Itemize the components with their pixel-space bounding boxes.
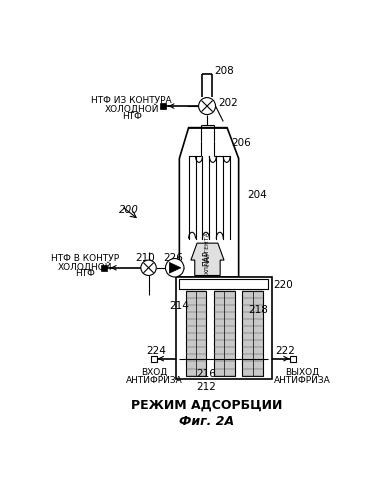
Polygon shape xyxy=(169,262,181,273)
Text: ПАР: ПАР xyxy=(202,250,211,266)
Bar xyxy=(160,103,166,109)
Text: 222: 222 xyxy=(276,346,296,356)
Bar xyxy=(185,291,206,376)
Text: 202: 202 xyxy=(218,98,238,108)
Text: 216: 216 xyxy=(196,369,216,379)
Text: ВХОД: ВХОД xyxy=(141,368,168,377)
Text: 226: 226 xyxy=(163,253,183,263)
Text: 218: 218 xyxy=(249,305,269,315)
Text: 210: 210 xyxy=(136,253,155,263)
Text: ВЫХОД: ВЫХОД xyxy=(285,368,320,377)
Text: НТФ В КОНТУР: НТФ В КОНТУР xyxy=(51,254,119,263)
Bar xyxy=(214,291,235,376)
Text: НТФ: НТФ xyxy=(76,269,95,278)
Text: 208: 208 xyxy=(214,66,234,76)
Bar xyxy=(242,291,263,376)
Text: 204: 204 xyxy=(247,190,267,200)
Text: ХОЛОДНОЙ: ХОЛОДНОЙ xyxy=(58,261,112,271)
Text: 214: 214 xyxy=(169,301,189,311)
Bar xyxy=(151,356,157,362)
Bar xyxy=(101,264,107,271)
Polygon shape xyxy=(191,243,224,275)
Circle shape xyxy=(141,260,156,275)
Bar xyxy=(290,356,296,362)
Circle shape xyxy=(199,98,215,115)
Text: РЕЖИМ АДСОРБЦИИ: РЕЖИМ АДСОРБЦИИ xyxy=(131,398,282,411)
Polygon shape xyxy=(179,128,239,277)
Text: 206: 206 xyxy=(232,138,252,148)
Text: 224: 224 xyxy=(146,346,166,356)
Text: ХОЛОДНОЙ: ХОЛОДНОЙ xyxy=(105,103,159,113)
Text: НТФ: НТФ xyxy=(122,112,141,121)
Text: АНТИФРИЗА: АНТИФРИЗА xyxy=(274,376,331,385)
Text: НТФ ИЗ КОНТУРА: НТФ ИЗ КОНТУРА xyxy=(91,96,172,105)
Text: Фиг. 2A: Фиг. 2A xyxy=(179,415,234,428)
Bar xyxy=(176,277,272,379)
Text: АНТИФРИЗА: АНТИФРИЗА xyxy=(126,376,183,385)
Circle shape xyxy=(166,258,184,277)
Bar xyxy=(179,278,268,289)
Text: 220: 220 xyxy=(273,280,293,290)
Text: 200: 200 xyxy=(119,205,139,215)
Text: 212: 212 xyxy=(196,382,216,392)
Text: ХЛАДАГЕНТА: ХЛАДАГЕНТА xyxy=(204,231,209,274)
